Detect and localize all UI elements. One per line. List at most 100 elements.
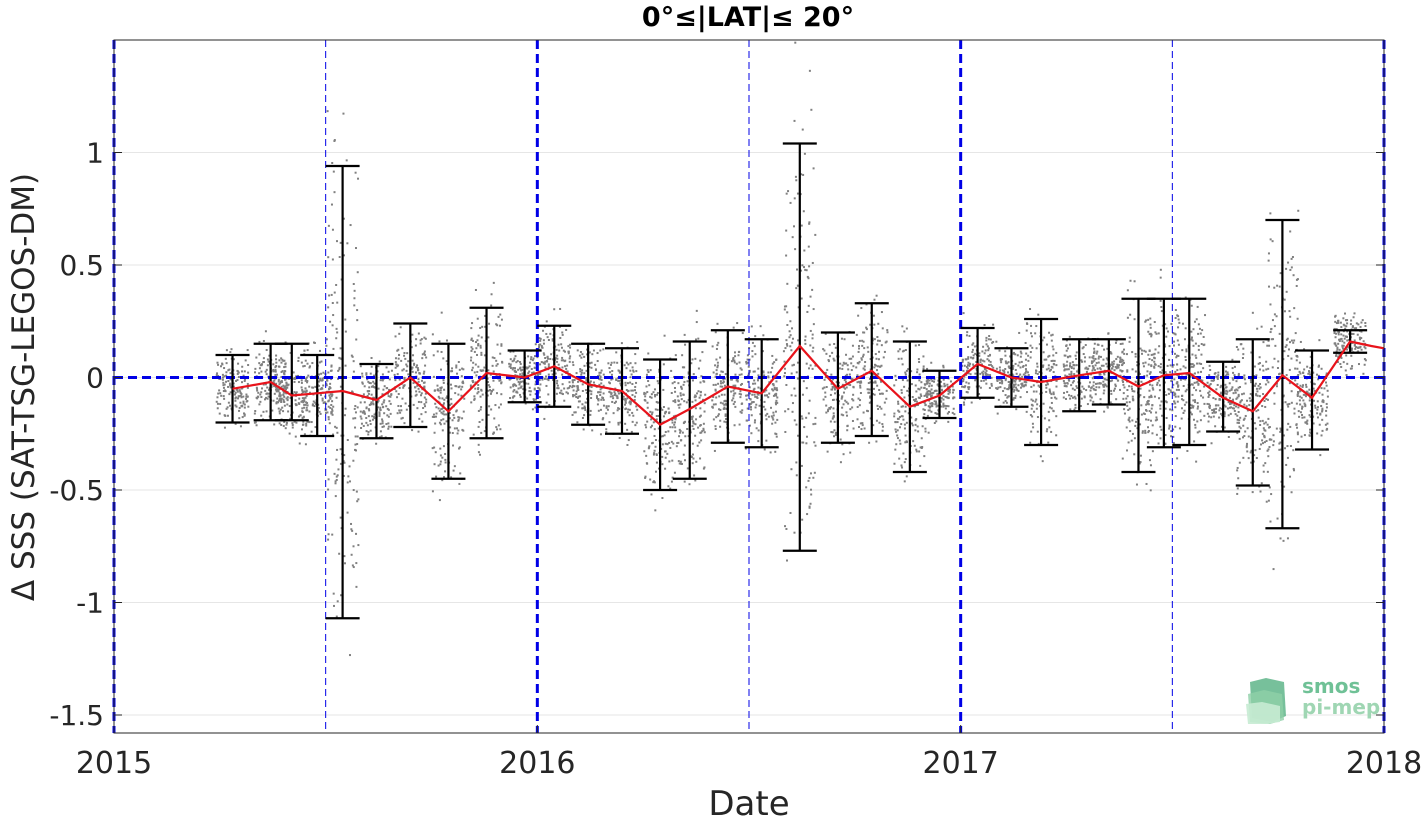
data-point <box>400 409 403 412</box>
data-point <box>350 354 353 357</box>
data-point <box>764 394 767 397</box>
data-point <box>1063 364 1066 367</box>
data-point <box>692 427 695 430</box>
data-point <box>775 387 778 390</box>
data-point <box>531 408 534 411</box>
data-point <box>1169 364 1172 367</box>
data-point <box>694 407 697 410</box>
data-point <box>560 359 563 362</box>
data-point <box>596 360 599 363</box>
data-point <box>542 342 545 345</box>
data-point <box>625 361 628 364</box>
data-point <box>669 446 672 449</box>
data-point <box>1029 414 1032 417</box>
data-point <box>338 368 341 371</box>
data-point <box>1086 368 1089 371</box>
data-point <box>926 382 929 385</box>
data-point <box>858 380 861 383</box>
data-point <box>1093 342 1096 345</box>
data-point <box>1194 354 1197 357</box>
data-point <box>719 419 722 422</box>
data-point <box>928 385 931 388</box>
data-point <box>513 383 516 386</box>
data-point <box>457 429 460 432</box>
data-point <box>900 357 903 360</box>
data-point <box>758 404 761 407</box>
data-point <box>359 365 362 368</box>
data-point <box>1104 383 1107 386</box>
data-point <box>634 353 637 356</box>
data-point <box>401 369 404 372</box>
data-point <box>851 355 854 358</box>
data-point <box>275 401 278 404</box>
data-point <box>1284 401 1287 404</box>
data-point <box>1264 462 1267 465</box>
data-point <box>838 400 841 403</box>
data-point <box>477 409 480 412</box>
data-point <box>243 380 246 383</box>
data-point <box>750 432 753 435</box>
data-point <box>480 431 483 434</box>
data-point <box>690 455 693 458</box>
data-point <box>229 386 232 389</box>
data-point <box>968 364 971 367</box>
data-point <box>515 384 518 387</box>
data-point <box>771 422 774 425</box>
data-point <box>240 396 243 399</box>
data-point <box>461 381 464 384</box>
data-point <box>547 357 550 360</box>
data-point <box>844 380 847 383</box>
data-point <box>808 265 811 268</box>
data-point <box>445 360 448 363</box>
data-point <box>674 426 677 429</box>
data-point <box>1088 356 1091 359</box>
data-point <box>476 392 479 395</box>
data-point <box>922 367 925 370</box>
data-point <box>1232 407 1235 410</box>
data-point <box>906 389 909 392</box>
data-point <box>934 400 937 403</box>
data-point <box>1159 276 1162 279</box>
data-point <box>277 390 280 393</box>
data-point <box>300 381 303 384</box>
data-point <box>287 410 290 413</box>
data-point <box>331 533 334 536</box>
data-point <box>699 394 702 397</box>
data-point <box>420 338 423 341</box>
data-point <box>679 430 682 433</box>
data-point <box>1196 420 1199 423</box>
data-point <box>306 349 309 352</box>
data-point <box>1293 307 1296 310</box>
data-point <box>814 422 817 425</box>
data-point <box>1127 441 1130 444</box>
data-point <box>293 380 296 383</box>
data-point <box>773 388 776 391</box>
data-point <box>775 433 778 436</box>
data-point <box>914 344 917 347</box>
data-point <box>386 414 389 417</box>
data-point <box>1233 404 1236 407</box>
data-point <box>1055 379 1058 382</box>
data-point <box>1141 431 1144 434</box>
data-point <box>1273 392 1276 395</box>
data-point <box>538 389 541 392</box>
data-point <box>775 358 778 361</box>
data-point <box>325 344 328 347</box>
data-point <box>1069 362 1072 365</box>
data-point <box>1052 354 1055 357</box>
data-point <box>610 392 613 395</box>
data-point <box>1134 370 1137 373</box>
data-point <box>876 369 879 372</box>
data-point <box>745 398 748 401</box>
data-point <box>369 372 372 375</box>
data-point <box>568 386 571 389</box>
data-point <box>422 372 425 375</box>
data-point <box>1128 340 1131 343</box>
data-point <box>477 388 480 391</box>
data-point <box>965 373 968 376</box>
data-point <box>530 356 533 359</box>
data-point <box>1209 368 1212 371</box>
data-point <box>599 391 602 394</box>
data-point <box>442 418 445 421</box>
data-point <box>700 439 703 442</box>
